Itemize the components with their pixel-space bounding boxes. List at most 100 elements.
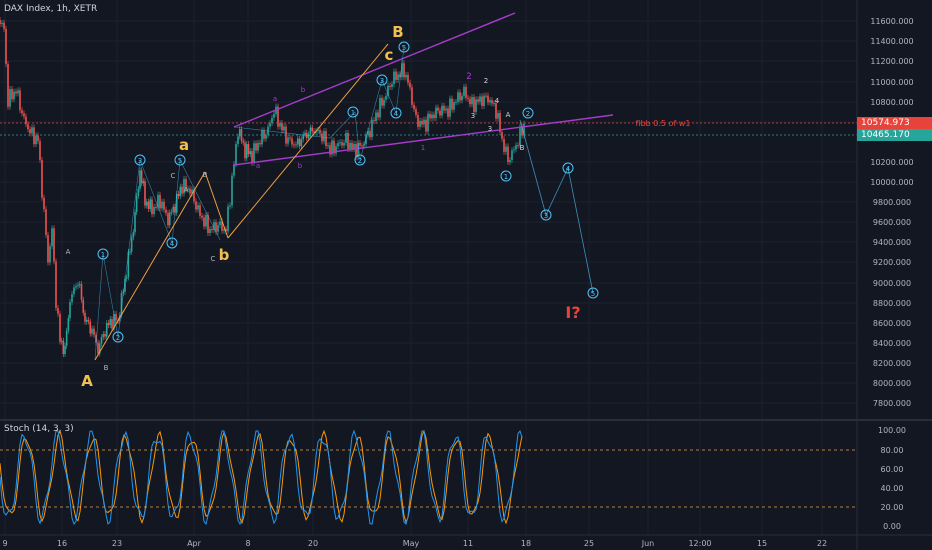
candle-body: [91, 328, 93, 334]
candle-body: [245, 144, 248, 159]
candle-body: [163, 201, 165, 210]
wave-letter: b: [298, 162, 303, 170]
wave-count-5: 5: [402, 44, 406, 52]
candle-body: [261, 130, 263, 145]
candle-body: [142, 181, 145, 184]
wave-count-2-circle: [522, 107, 534, 119]
candle-body: [407, 74, 409, 83]
candle-body: [395, 71, 397, 80]
candle-body: [455, 101, 457, 103]
candle-body: [327, 145, 329, 147]
candle-body: [255, 143, 257, 151]
candle-body: [483, 95, 485, 107]
candle-body: [477, 99, 479, 102]
candle-body: [104, 334, 106, 337]
price-tick-label: 10200.000: [870, 158, 913, 167]
price-tick-label: 7800.000: [873, 399, 911, 408]
candle-body: [151, 199, 153, 215]
candle-body: [153, 206, 155, 215]
candle-body: [331, 140, 333, 155]
candle-body: [155, 206, 157, 208]
candle-body: [221, 221, 223, 231]
wave-count-1-circle: [500, 170, 512, 182]
wave-count-4: 4: [170, 240, 175, 248]
wave-count-4: 4: [566, 165, 571, 173]
wave-count-1-circle: [347, 106, 359, 118]
candle-body: [339, 142, 341, 144]
candle-body: [453, 102, 455, 110]
wave-count-5-circle: [398, 41, 410, 53]
candle-body: [431, 114, 433, 119]
candle-body: [11, 89, 13, 100]
wave-labels: 123451234512345ABCABCabba1234AB23ABabcI?…: [66, 23, 691, 390]
candle-body: [415, 109, 417, 115]
candle-body: [319, 129, 321, 134]
candle-body: [505, 146, 507, 152]
candle-body: [509, 160, 511, 163]
candle-body: [43, 197, 45, 210]
wave-label-B: B: [392, 23, 403, 41]
candle-body: [73, 287, 75, 295]
price-tick-label: 8800.000: [873, 299, 911, 308]
wave-label-I: I?: [565, 303, 580, 322]
candle-body: [47, 234, 49, 263]
candle-body: [273, 113, 275, 118]
candle-body: [513, 149, 515, 151]
candle-body: [199, 205, 201, 216]
time-tick-label: May: [403, 539, 420, 548]
candle-body: [69, 302, 71, 318]
candle-body: [0, 20, 1, 24]
candle-body: [249, 151, 252, 155]
candle-body: [383, 99, 385, 106]
candle-body: [161, 201, 163, 209]
candle-body: [147, 201, 150, 209]
candle-body: [37, 135, 39, 142]
candle-body: [102, 334, 105, 338]
candle-body: [521, 126, 523, 136]
candle-body: [345, 132, 347, 143]
wave-count-4-circle: [562, 162, 574, 174]
candle-body: [393, 71, 395, 85]
candle-body: [311, 127, 313, 132]
candle-body: [64, 345, 66, 355]
candle-body: [263, 130, 265, 139]
candle-body: [209, 228, 211, 234]
candle-body: [447, 108, 449, 117]
candle-body: [399, 74, 401, 78]
candle-body: [405, 74, 407, 78]
candle-body: [127, 252, 130, 278]
candle-body: [35, 135, 37, 145]
candle-body: [132, 232, 135, 238]
candle-body: [145, 201, 148, 206]
grid: [0, 0, 857, 535]
candle-body: [84, 312, 86, 322]
candle-body: [95, 334, 97, 343]
candle-body: [291, 138, 293, 145]
candle-body: [481, 96, 483, 107]
candle-body: [489, 100, 491, 103]
time-tick-label: 12:00: [688, 539, 711, 548]
subwave-line: [233, 46, 405, 161]
time-tick-label: 23: [112, 539, 122, 548]
candle-body: [45, 209, 47, 235]
candle-body: [247, 144, 250, 155]
candle-body: [185, 178, 187, 190]
stoch-tick-label: 100.00: [878, 426, 906, 435]
candle-body: [31, 127, 33, 134]
candle-body: [287, 137, 289, 144]
candle-body: [437, 107, 439, 111]
wave-count-2: 2: [116, 334, 120, 342]
wave-letter: 1: [421, 144, 425, 152]
candle-body: [487, 95, 489, 103]
candle-body: [3, 22, 5, 29]
wave-count-3-circle: [540, 209, 552, 221]
candle-body: [195, 201, 197, 210]
stoch-tick-label: 60.00: [881, 465, 904, 474]
candle-body: [77, 284, 79, 287]
candle-body: [469, 98, 471, 105]
candle-body: [17, 90, 19, 94]
wave-lines: [0, 12, 857, 361]
wave-letter: b: [301, 86, 306, 94]
price-tick-label: 11600.000: [870, 17, 913, 26]
